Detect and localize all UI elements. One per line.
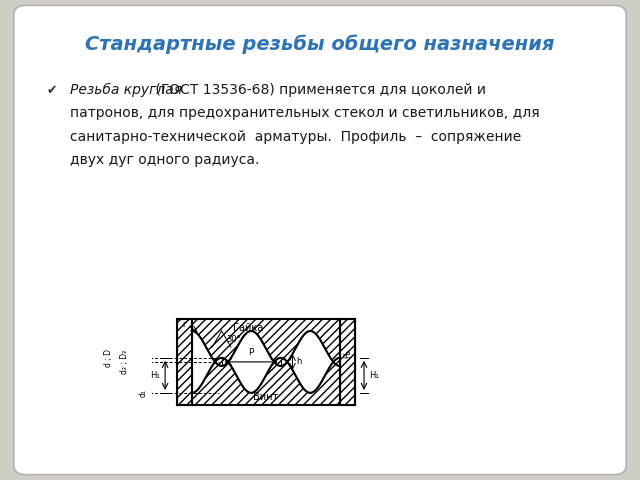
Text: патронов, для предохранительных стекол и светильников, для: патронов, для предохранительных стекол и… [70,107,540,120]
Text: r: r [182,320,186,329]
FancyBboxPatch shape [14,5,626,475]
Text: P: P [248,348,254,357]
Text: двух дуг одного радиуса.: двух дуг одного радиуса. [70,154,259,168]
Text: H₁: H₁ [150,371,160,380]
Text: Резьба круглая: Резьба круглая [70,83,182,97]
Bar [340,319,355,405]
Text: ✔: ✔ [46,84,57,97]
Text: санитарно-технической  арматуры.  Профиль  –  сопряжение: санитарно-технической арматуры. Профиль … [70,130,521,144]
Text: d₂ ; D₂: d₂ ; D₂ [120,350,129,374]
Text: d ; D: d ; D [104,349,113,367]
Text: 30°: 30° [226,335,241,344]
Text: Стандартные резьбы общего назначения: Стандартные резьбы общего назначения [85,35,555,54]
Text: d₁: d₁ [139,389,148,397]
Polygon shape [192,319,340,366]
Text: H₂: H₂ [343,349,352,358]
Text: (ГОСТ 13536-68) применяется для цоколей и: (ГОСТ 13536-68) применяется для цоколей … [151,83,486,97]
Text: h: h [296,358,302,366]
Text: Гайка: Гайка [233,324,263,333]
Text: H₁: H₁ [369,371,379,380]
Text: Винт: Винт [253,392,278,402]
Polygon shape [192,358,340,405]
Bar [177,319,192,405]
